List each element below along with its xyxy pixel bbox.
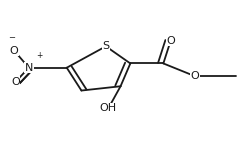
Text: O: O xyxy=(10,46,18,56)
Text: OH: OH xyxy=(100,103,117,113)
Text: O: O xyxy=(191,71,200,81)
Text: +: + xyxy=(36,51,43,60)
Text: −: − xyxy=(8,33,15,42)
Text: O: O xyxy=(11,77,20,87)
Text: O: O xyxy=(166,36,175,46)
Text: S: S xyxy=(102,41,109,51)
Text: N: N xyxy=(25,63,33,73)
